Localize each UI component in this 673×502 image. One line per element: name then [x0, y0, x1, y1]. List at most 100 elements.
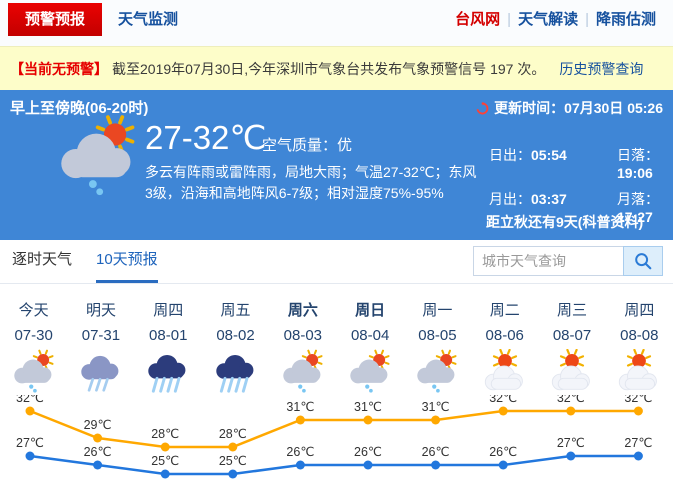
high-temp-label: 32℃: [489, 395, 517, 405]
high-temp-point: [295, 415, 305, 425]
update-time-value: 07月30日 05:26: [564, 100, 663, 116]
day-date: 08-07: [552, 327, 592, 344]
sun-moon-value: 03:37: [531, 191, 567, 207]
update-time: 更新时间： 07月30日 05:26: [476, 98, 663, 118]
low-temp-label: 27℃: [557, 436, 585, 450]
low-temp-label: 26℃: [354, 445, 382, 459]
temperature-range: 27-32℃: [145, 119, 267, 156]
solar-term-note: 距立秋还有9天(科普资料): [486, 214, 644, 230]
tab-10day-forecast[interactable]: 10天预报: [96, 240, 158, 283]
sun-moon-value: 05:54: [531, 147, 567, 163]
forecast-day[interactable]: 周日 08-04: [336, 284, 403, 395]
alert-bar: 【当前无预警】 截至2019年07月30日,今年深圳市气象台共发布气象预警信号 …: [0, 46, 673, 90]
heavy-rain-icon: [135, 349, 202, 395]
update-time-label: 更新时间：: [494, 100, 565, 116]
history-warning-link[interactable]: 历史预警查询: [559, 60, 644, 77]
day-date: 08-03: [283, 327, 323, 344]
sun-moon-value: 19:06: [617, 165, 653, 181]
sun-moon-label: 月出：: [489, 191, 531, 207]
forecast-day[interactable]: 周三 08-07: [538, 284, 605, 395]
nav-link[interactable]: 天气解读: [518, 11, 579, 28]
sun-shower-icon: [0, 349, 67, 395]
low-temp-label: 26℃: [286, 445, 314, 459]
sun-shower-icon: [404, 349, 471, 395]
high-temp-label: 28℃: [151, 427, 179, 441]
sun-shower-icon: [336, 349, 403, 395]
low-temp-label: 25℃: [219, 454, 247, 468]
day-date: 08-04: [350, 327, 390, 344]
high-temp-label: 31℃: [422, 400, 450, 414]
ten-day-forecast: 今天 07-30 明天 07-31 周四 08-01 周五 08-02 周六 08-03 周日 08-…: [0, 284, 673, 502]
air-quality: 空气质量：优: [262, 137, 353, 154]
forecast-day[interactable]: 周二 08-06: [471, 284, 538, 395]
low-temp-label: 26℃: [84, 445, 112, 459]
low-temp-label: 25℃: [151, 454, 179, 468]
search-input[interactable]: [473, 246, 623, 276]
sun-cloud-icon: [538, 348, 605, 395]
forecast-columns: 今天 07-30 明天 07-31 周四 08-01 周五 08-02 周六 08-03 周日 08-…: [0, 284, 673, 395]
low-temp-label: 27℃: [16, 436, 44, 450]
forecast-day[interactable]: 周五 08-02: [202, 284, 269, 395]
day-date: 08-05: [418, 327, 457, 344]
period-title: 早上至傍晚(06-20时): [10, 100, 149, 117]
high-temp-label: 32℃: [16, 395, 44, 405]
high-temp-point: [25, 406, 35, 416]
low-temp-point: [228, 469, 238, 479]
weather-description: 多云有阵雨或雷阵雨，局地大雨；气温27-32℃；东风3级，沿海和高地阵风6-7级…: [145, 164, 477, 201]
high-temp-label: 28℃: [219, 427, 247, 441]
day-name: 周日: [355, 302, 386, 319]
high-temp-point: [633, 406, 643, 416]
sun-moon-item: 月落： 17:27: [617, 189, 673, 225]
tab-hourly-weather[interactable]: 逐时天气: [12, 251, 73, 268]
sun-cloud-icon: [471, 348, 538, 395]
high-temp-label: 29℃: [84, 418, 112, 432]
sun-moon-item: 日落： 19:06: [617, 145, 673, 181]
sun-moon-label: 月落：: [617, 191, 659, 207]
high-temp-point: [566, 406, 576, 416]
low-temp-point: [25, 451, 35, 461]
high-temp-line: [29, 409, 639, 449]
nav-link[interactable]: 台风网: [455, 11, 501, 28]
forecast-day[interactable]: 周六 08-03: [269, 284, 336, 395]
forecast-day[interactable]: 周四 08-01: [135, 284, 202, 395]
city-search: [473, 246, 663, 276]
day-name: 周一: [422, 302, 453, 319]
tab-weather-monitor[interactable]: 天气监测: [118, 11, 179, 28]
day-date: 08-06: [485, 327, 524, 344]
forecast-day[interactable]: 周四 08-08: [606, 284, 673, 395]
nav-separator: |: [507, 11, 512, 28]
sun-shower-icon: [269, 349, 336, 395]
search-icon: [635, 253, 652, 270]
sun-moon-label: 日出：: [489, 147, 531, 163]
low-temp-line: [29, 454, 639, 476]
day-date: 08-01: [149, 327, 188, 344]
low-temp-point: [633, 451, 643, 461]
day-name: 周六: [287, 302, 318, 319]
high-temp-label: 32℃: [624, 395, 652, 405]
forecast-day[interactable]: 明天 07-31: [67, 284, 134, 395]
high-temp-point: [160, 442, 170, 452]
sun-moon-value: 17:27: [617, 209, 653, 225]
high-temp-point: [363, 415, 373, 425]
search-button[interactable]: [623, 246, 663, 276]
low-temp-point: [160, 469, 170, 479]
low-temp-point: [363, 460, 373, 470]
forecast-tabs-bar: 逐时天气 10天预报: [0, 240, 673, 284]
temperature-chart: 32℃ 29℃ 28℃ 28℃ 31℃ 31℃ 31℃ 32℃ 32℃ 32℃ 27℃ 26℃ 25℃ 2…: [16, 395, 652, 479]
day-date: 07-30: [14, 327, 53, 344]
forecast-day[interactable]: 今天 07-30: [0, 284, 67, 395]
tab-warning-forecast[interactable]: 预警预报: [8, 3, 103, 36]
high-temp-label: 31℃: [354, 400, 382, 414]
low-temp-point: [295, 460, 305, 470]
current-weather-icon: [50, 114, 146, 201]
forecast-day[interactable]: 周一 08-05: [404, 284, 471, 395]
day-name: 明天: [85, 302, 116, 319]
high-temp-point: [93, 433, 103, 443]
low-temp-point: [431, 460, 441, 470]
low-temp-point: [498, 460, 508, 470]
high-temp-label: 31℃: [286, 400, 314, 414]
high-temp-point: [498, 406, 508, 416]
heavy-rain-icon: [202, 349, 269, 395]
nav-link[interactable]: 降雨估测: [595, 11, 656, 28]
